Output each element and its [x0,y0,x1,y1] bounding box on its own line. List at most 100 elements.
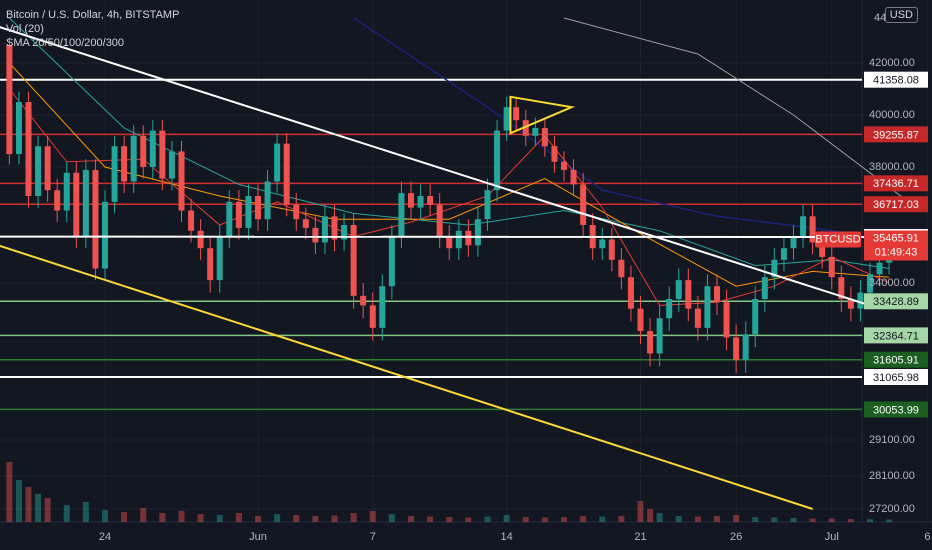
candle-body [255,196,261,220]
candle-body [63,172,70,211]
level-price-tag [864,401,928,418]
volume-bar [867,519,873,522]
volume-bar [656,513,663,522]
volume-bar [647,509,654,522]
candle-body [752,299,759,335]
volume-bar [255,516,261,522]
volume-bar [541,517,548,522]
volume-bar [790,518,797,522]
candle-body [178,151,185,211]
candle-body [532,128,539,136]
candle-body [771,259,778,278]
candle-body [73,172,80,237]
candle-body [503,107,510,131]
time-axis-tick-label: 6 [924,531,930,543]
price-axis-tick-label: 40000.00 [869,109,915,121]
chart-legend: Bitcoin / U.S. Dollar, 4h, BITSTAMP Vol … [6,8,179,50]
candle-body [216,236,223,281]
candle-body [838,277,845,300]
candle-body [25,102,32,196]
volume-bar [197,514,204,522]
price-axis-tick-label: 38000.00 [869,161,915,173]
volume-bar [771,517,778,522]
candle-body [321,216,328,243]
volume-bar [465,517,472,522]
candle-body [599,239,606,249]
level-price-tag [864,369,928,386]
sma20-line [8,88,890,306]
level-price-label: 32364.71 [873,330,919,342]
candle-body [580,184,587,225]
candle-body [800,216,807,237]
candle-body [723,302,730,338]
candle-body [666,299,673,319]
candle-body [408,193,414,208]
candle-body [140,135,147,167]
candle-body [618,259,625,278]
volume-bar [618,516,625,522]
candle-body [283,143,290,205]
candle-body [570,169,577,185]
candle-body [494,130,501,191]
level-price-label: 31065.98 [873,372,919,384]
volume-indicator-label[interactable]: Vol (20) [6,23,44,35]
level-price-label: 33428.89 [873,296,919,308]
volume-bar [274,514,281,522]
volume-bar [6,462,13,522]
price-axis-tick-label: 28100.00 [869,470,915,482]
volume-bar [828,518,835,522]
volume-bar [694,516,701,522]
candle-body [427,196,434,205]
volume-bar [293,515,300,522]
candle-body [790,236,797,249]
volume-bar [178,511,185,522]
volume-bar [44,498,51,522]
candle-body [685,280,692,309]
time-axis-tick-label: Jul [825,531,839,543]
currency-button[interactable]: USD [884,7,918,23]
level-price-tag [864,196,928,213]
time-axis-tick-label: 26 [730,531,742,543]
symbol-title: Bitcoin / U.S. Dollar, 4h, BITSTAMP [6,9,180,21]
candle-body [54,190,61,211]
candle-body [780,248,787,260]
level-price-tag [864,71,928,88]
level-price-tag [864,293,928,310]
candle-body [857,292,864,309]
candle-body [312,227,319,243]
candle-body [608,239,615,260]
volume-bar [25,487,32,522]
symbol-tag [815,231,861,248]
candle-body [388,236,395,287]
candle-body [455,230,462,249]
trendline [0,26,871,307]
price-axis-tick-label: 34000.00 [869,277,915,289]
volume-bar [637,501,644,522]
sma-indicator-label[interactable]: SMA 20/50/100/200/300 [6,37,125,49]
level-price-label: 36717.03 [873,199,919,211]
volume-bar [235,513,242,522]
level-price-label: 41358.08 [873,75,919,87]
candle-body [159,130,166,179]
level-price-tag [864,351,928,368]
candle-body [302,219,309,228]
candle-body [513,107,520,121]
bar-countdown-label: 01:49:43 [875,246,918,258]
candle-body [465,230,472,246]
candle-body [522,120,529,136]
candle-body [379,286,386,328]
volume-bar [714,516,720,522]
candle-body [369,305,376,328]
candle-body [15,102,22,154]
volume-bar [484,516,491,522]
volume-bar [312,516,319,522]
candle-body [274,143,281,182]
candle-body [704,286,711,328]
candle-body [627,277,634,309]
volume-bar [102,510,108,522]
candle-body [446,236,453,249]
volume-bar [350,513,357,522]
volume-bar [599,516,606,522]
candle-body [675,280,682,300]
